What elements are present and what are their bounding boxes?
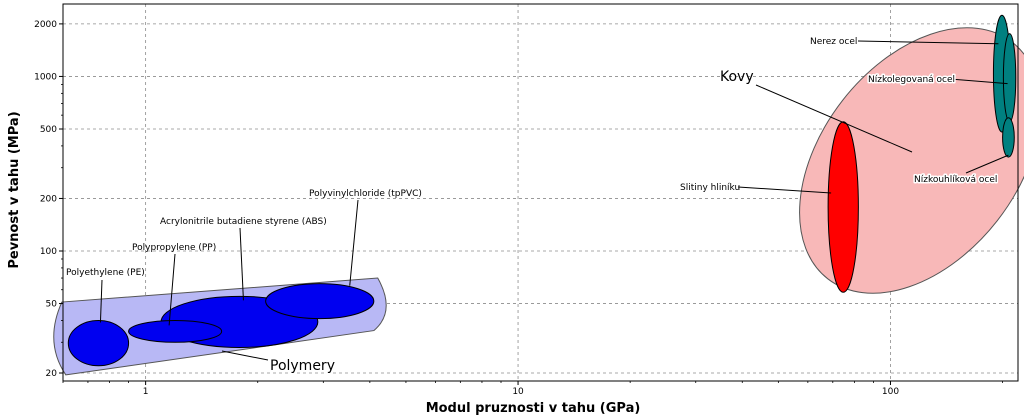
bubble-low-alloy-steel xyxy=(1002,33,1017,123)
label-polypropylene: Polypropylene (PP) xyxy=(132,243,216,253)
label-polyethylene-leader xyxy=(99,279,103,323)
label-stainless-steel: Nerez ocel xyxy=(810,37,857,47)
group-label-polymery-leader xyxy=(221,350,269,361)
label-pvc: Polyvinylchloride (tpPVC) xyxy=(309,189,422,199)
y-tick-label: 2000 xyxy=(34,20,57,30)
x-tick-label: 100 xyxy=(882,387,899,397)
leader-lines xyxy=(99,40,1009,361)
label-low-alloy-steel-leader xyxy=(949,78,1008,85)
y-tick-label: 20 xyxy=(46,369,58,379)
plot-frame xyxy=(62,3,1019,382)
label-low-carbon-steel-leader xyxy=(965,154,1009,174)
label-low-carbon-steel: Nízkouhlíková ocel xyxy=(914,175,997,185)
group-label-polymery: Polymery xyxy=(270,358,335,374)
y-axis-title: Pevnost v tahu (MPa) xyxy=(7,111,22,268)
y-tick-label: 500 xyxy=(40,125,57,135)
bubble-pvc xyxy=(265,283,375,320)
y-tick-label: 50 xyxy=(46,300,58,310)
label-polyethylene: Polyethylene (PE) xyxy=(66,268,145,278)
label-abs-leader xyxy=(239,227,244,301)
y-tick-label: 1000 xyxy=(34,72,57,82)
axis-ticks: 1 10 100 20 50 100 200 500 1000 2000 xyxy=(34,20,1003,397)
bubble-aluminium xyxy=(827,121,859,293)
x-tick-label: 10 xyxy=(512,387,524,397)
x-tick-label: 1 xyxy=(143,387,149,397)
label-low-alloy-steel: Nízkolegovaná ocel xyxy=(868,75,955,85)
y-tick-label: 100 xyxy=(40,247,57,257)
label-abs: Acrylonitrile butadiene styrene (ABS) xyxy=(160,217,327,227)
material-labels: Polyethylene (PE) Polypropylene (PP) Acryl… xyxy=(66,37,999,376)
bubble-polyethylene xyxy=(67,319,130,367)
group-label-kovy-leader xyxy=(755,84,913,153)
label-polypropylene-leader xyxy=(168,253,176,326)
label-aluminium-leader xyxy=(737,186,832,194)
group-label-kovy: Kovy xyxy=(720,69,754,85)
material-bubbles xyxy=(67,14,1017,367)
label-pvc-leader xyxy=(349,199,359,286)
x-axis-title: Modul pruznosti v tahu (GPa) xyxy=(426,401,641,416)
bubble-polypropylene xyxy=(128,319,223,343)
label-aluminium: Slitiny hliníku xyxy=(680,183,740,193)
y-tick-label: 200 xyxy=(40,194,57,204)
bubble-low-carbon-steel xyxy=(1002,117,1015,158)
label-stainless-steel-leader xyxy=(857,40,999,45)
